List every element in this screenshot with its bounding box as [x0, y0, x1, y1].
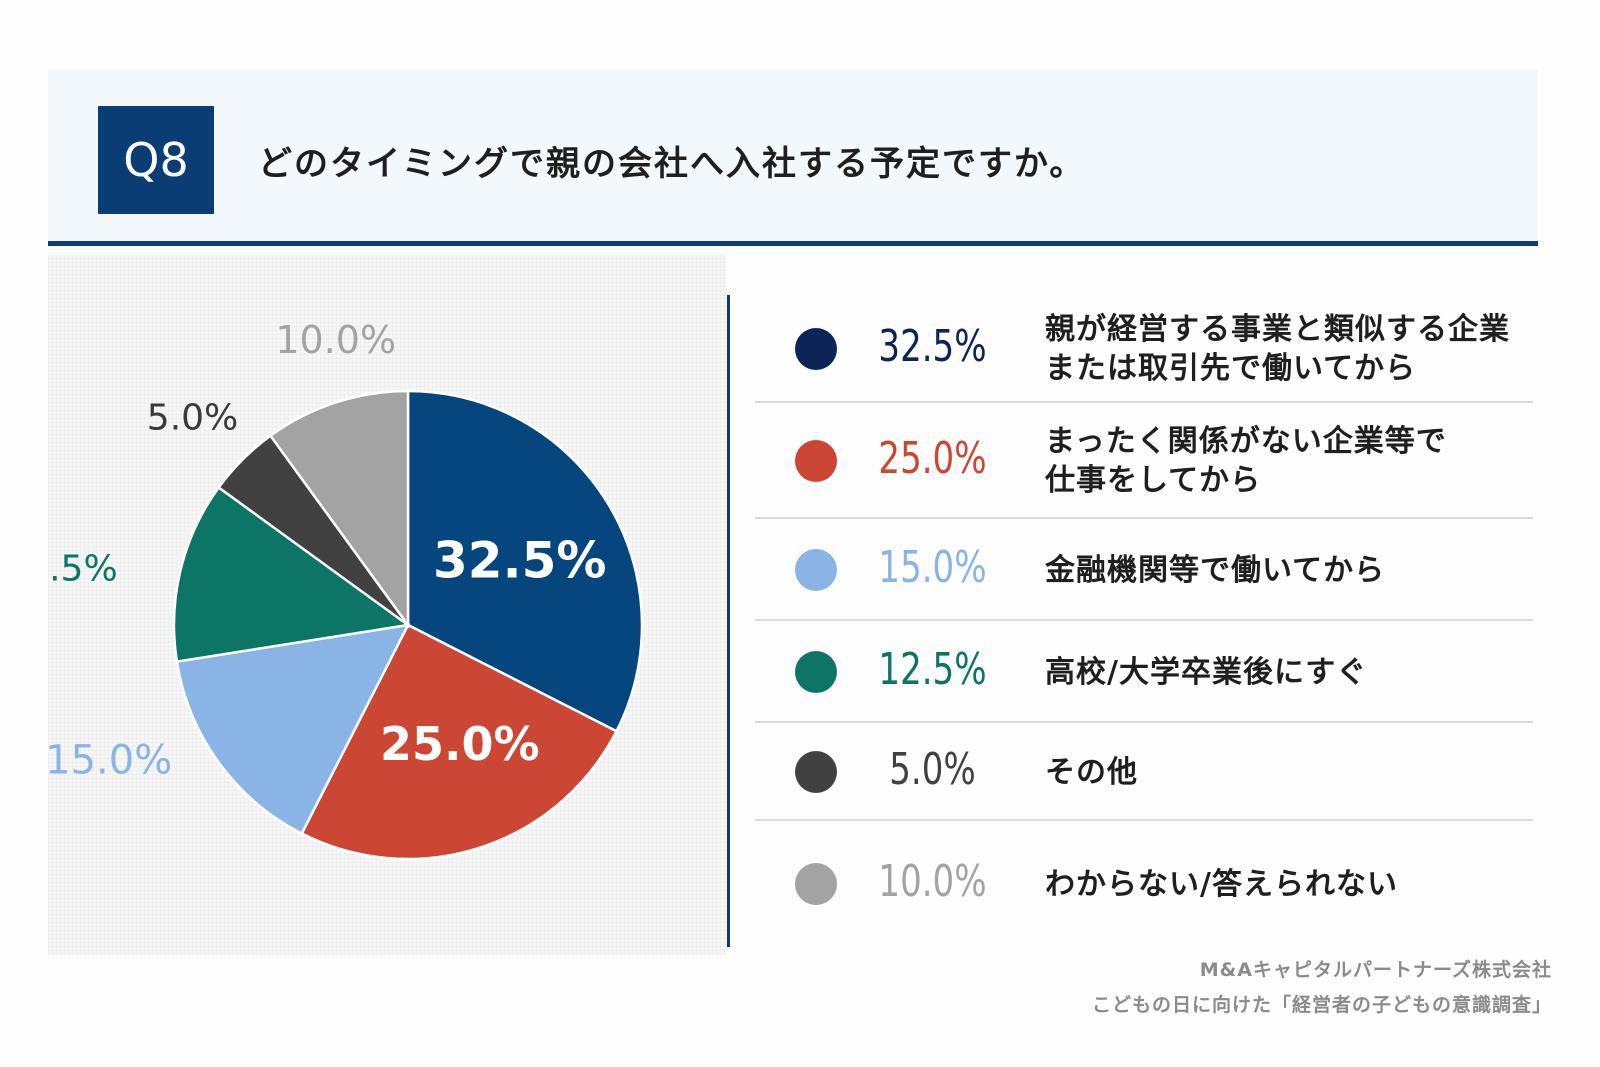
pie-label-0: 32.5%	[433, 531, 606, 589]
pie-label-5: 10.0%	[275, 318, 396, 362]
legend-row: 10.0% わからない/答えられない	[755, 821, 1533, 947]
pie-slice-0	[406, 389, 644, 733]
legend-value: 15.0%	[878, 542, 987, 593]
pie-label-2: 15.0%	[48, 738, 172, 784]
legend-dot	[795, 651, 837, 693]
pie-chart: 32.5% 25.0% 15.0% 12.5% 5.0% 10.0%	[48, 318, 644, 861]
legend-dot	[795, 863, 837, 905]
legend-value: 25.0%	[878, 433, 987, 484]
legend-label: 金融機関等で働いてから	[1045, 552, 1386, 588]
legend-divider	[727, 295, 730, 947]
pie-label-1: 25.0%	[380, 717, 540, 771]
legend-dot	[795, 440, 837, 482]
legend-label: 親が経営する事業と類似する企業 または取引先で働いてから	[1045, 312, 1510, 386]
legend-value: 12.5%	[878, 644, 987, 695]
question-header: Q8 どのタイミングで親の会社へ入社する予定ですか。	[48, 70, 1538, 246]
pie-slice-3	[172, 485, 412, 664]
pie-slice-2	[175, 623, 411, 836]
legend-dot	[795, 751, 837, 793]
footer-survey: こどもの日に向けた「経営者の子どもの意識調査」	[1091, 994, 1552, 1016]
legend-label: その他	[1045, 754, 1138, 790]
pie-slice-1	[300, 623, 619, 861]
legend-value: 32.5%	[878, 321, 987, 372]
legend-dot	[795, 328, 837, 370]
question-text: どのタイミングで親の会社へ入社する予定ですか。	[258, 144, 1086, 184]
pie-slice-5	[268, 389, 410, 629]
legend-row: 15.0% 金融機関等で働いてから	[755, 519, 1533, 621]
legend-value: 5.0%	[889, 744, 976, 795]
legend-row: 5.0% その他	[755, 723, 1533, 821]
legend-row: 25.0% まったく関係がない企業等で 仕事をしてから	[755, 403, 1533, 519]
question-number-badge: Q8	[98, 106, 214, 214]
pie-label-3: 12.5%	[48, 548, 118, 589]
pie-label-4: 5.0%	[147, 398, 238, 439]
footer-company: M&Aキャピタルパートナーズ株式会社	[1199, 959, 1552, 981]
legend-label: 高校/大学卒業後にすぐ	[1045, 654, 1368, 690]
legend-label: わからない/答えられない	[1045, 866, 1398, 902]
legend-dot	[795, 549, 837, 591]
legend-label: まったく関係がない企業等で 仕事をしてから	[1045, 424, 1447, 498]
legend-row: 12.5% 高校/大学卒業後にすぐ	[755, 621, 1533, 723]
legend-value: 10.0%	[878, 856, 987, 907]
legend-row: 32.5% 親が経営する事業と類似する企業 または取引先で働いてから	[755, 295, 1533, 403]
